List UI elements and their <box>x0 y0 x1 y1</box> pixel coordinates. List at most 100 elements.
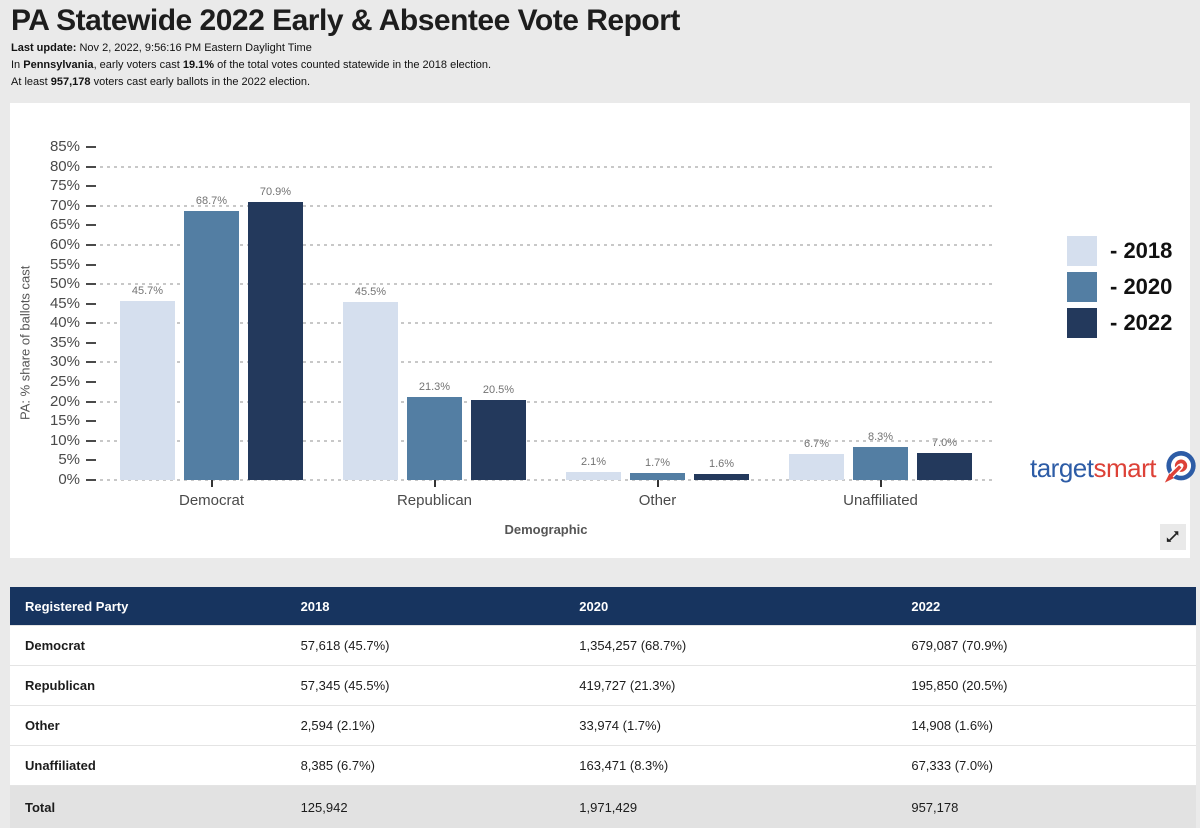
bar-other-2022[interactable] <box>694 473 749 480</box>
row-value: 2,594 (2.1%) <box>300 718 375 733</box>
x-axis-tick-mark <box>210 480 213 487</box>
bar-value-label: 2.1% <box>580 455 607 468</box>
state-name: Pennsylvania <box>23 59 94 71</box>
y-axis-tick-label: 50% <box>49 275 80 293</box>
bar-value-label: 6.7% <box>803 437 830 450</box>
summary-text: At least <box>11 76 51 88</box>
y-axis-tick-mark <box>86 224 96 227</box>
bar-value-label: 45.7% <box>131 284 164 297</box>
y-axis-tick-mark <box>86 400 96 403</box>
bar-other-2020[interactable] <box>630 473 685 480</box>
table-row-republican: Republican 57,345 (45.5%) 419,727 (21.3%) 1… <box>10 665 1196 705</box>
x-axis-category-label: Other <box>638 492 677 509</box>
gridline <box>100 439 992 442</box>
legend-label: - 2018 <box>1110 238 1173 263</box>
y-axis-tick-mark <box>86 204 96 207</box>
y-axis-tick-label: 65% <box>49 216 80 234</box>
row-label: Democrat <box>25 638 85 653</box>
bar-value-label: 1.7% <box>644 457 671 470</box>
expand-diagonal-arrows-icon <box>1166 531 1179 542</box>
legend-item-2022[interactable]: - 2022 <box>1067 308 1172 338</box>
last-update-label: Last update: <box>11 42 77 54</box>
row-value: 195,850 (20.5%) <box>911 678 1008 693</box>
y-axis-tick-label: 20% <box>49 392 80 410</box>
table-row-democrat: Democrat 57,618 (45.7%) 1,354,257 (68.7%) 6… <box>10 625 1196 665</box>
bar-republican-2022[interactable] <box>471 399 526 480</box>
y-axis-tick-mark <box>86 459 96 462</box>
y-axis-tick-mark <box>86 185 96 188</box>
expand-chart-button[interactable] <box>1160 524 1186 550</box>
y-axis-tick-label: 80% <box>49 157 80 175</box>
bar-value-label: 45.5% <box>354 285 387 298</box>
row-value: 33,974 (1.7%) <box>579 718 661 733</box>
row-value: 957,178 <box>911 799 959 815</box>
row-label: Other <box>25 718 60 733</box>
logo-text: targetsmart <box>1030 453 1156 484</box>
y-axis-tick-mark <box>86 243 96 246</box>
y-axis-tick-label: 60% <box>49 235 80 253</box>
bar-unaffiliated-2020[interactable] <box>853 447 908 480</box>
table-row-unaffiliated: Unaffiliated 8,385 (6.7%) 163,471 (8.3%) 67… <box>10 745 1196 785</box>
gridline <box>100 243 992 246</box>
row-label: Republican <box>25 678 96 693</box>
bar-republican-2020[interactable] <box>407 396 462 480</box>
early-ballot-count: 957,178 <box>50 76 91 88</box>
y-axis-tick-mark <box>86 263 96 266</box>
table-header-cell: 2020 <box>579 598 609 614</box>
summary-line-1: In Pennsylvania, early voters cast 19.1%… <box>11 57 680 74</box>
bar-republican-2018[interactable] <box>343 301 398 480</box>
row-value: 163,471 (8.3%) <box>579 758 669 773</box>
table-row-other: Other 2,594 (2.1%) 33,974 (1.7%) 14,908 (1.… <box>10 705 1196 745</box>
bar-unaffiliated-2022[interactable] <box>917 452 972 480</box>
row-value: 419,727 (21.3%) <box>579 678 676 693</box>
logo-text-smart: smart <box>1093 452 1157 483</box>
y-axis-tick-label: 10% <box>49 431 80 449</box>
y-axis-tick-mark <box>86 479 96 481</box>
legend-label: - 2020 <box>1110 274 1173 299</box>
y-axis-tick-mark <box>86 341 96 344</box>
row-value: 67,333 (7.0%) <box>911 758 994 773</box>
x-axis-category-label: Unaffiliated <box>843 492 918 509</box>
row-value: 679,087 (70.9%) <box>911 638 1008 653</box>
page-title: PA Statewide 2022 Early & Absentee Vote … <box>11 4 680 37</box>
y-axis-tick-label: 35% <box>49 333 80 351</box>
bar-unaffiliated-2018[interactable] <box>789 453 844 480</box>
last-update-value: Nov 2, 2022, 9:56:16 PM Eastern Daylight… <box>76 42 312 54</box>
logo-text-target: target <box>1030 452 1094 483</box>
y-axis-tick-mark <box>86 322 96 325</box>
y-axis-tick-label: 70% <box>49 196 80 214</box>
y-axis-tick-label: 15% <box>49 412 80 430</box>
bar-democrat-2022[interactable] <box>248 202 303 480</box>
grouped-bar-chart: 0% 5% 10% 15% 20% 25% 30% 35% 40% 45% 50% 55% 60% 65%… <box>10 103 1190 558</box>
table-header-cell: 2022 <box>911 598 941 614</box>
row-label: Unaffiliated <box>25 758 96 773</box>
bar-value-label: 7.0% <box>931 436 958 449</box>
bullseye-arrow-icon <box>1164 451 1196 483</box>
early-vote-share: 19.1% <box>182 59 215 71</box>
chart-card: PA: % share of ballots cast 0% 5% 10% 15% 20… <box>10 103 1196 558</box>
bar-other-2018[interactable] <box>566 471 621 480</box>
legend-item-2018[interactable]: - 2018 <box>1067 236 1172 266</box>
bar-value-label: 70.9% <box>259 186 292 199</box>
y-axis-tick-mark <box>86 283 96 286</box>
gridline <box>100 400 992 403</box>
bar-democrat-2018[interactable] <box>120 300 175 480</box>
x-axis-tick-mark <box>433 480 436 487</box>
bar-value-label: 20.5% <box>482 383 515 396</box>
y-axis-tick-label: 40% <box>49 314 80 332</box>
y-axis-tick-mark <box>86 420 96 423</box>
gridline <box>100 204 992 207</box>
x-axis-title: Demographic <box>504 522 588 537</box>
y-axis-tick-label: 30% <box>49 353 80 371</box>
y-axis-tick-label: 45% <box>49 294 80 312</box>
row-label: Total <box>25 799 56 815</box>
bar-democrat-2020[interactable] <box>184 210 239 480</box>
gridline <box>100 283 992 286</box>
x-axis-tick-mark <box>879 480 882 487</box>
legend-label: - 2022 <box>1110 310 1173 335</box>
legend-item-2020[interactable]: - 2020 <box>1067 272 1172 302</box>
y-axis-tick-mark <box>86 165 96 168</box>
gridline <box>100 165 992 168</box>
y-axis-tick-label: 25% <box>49 373 80 391</box>
